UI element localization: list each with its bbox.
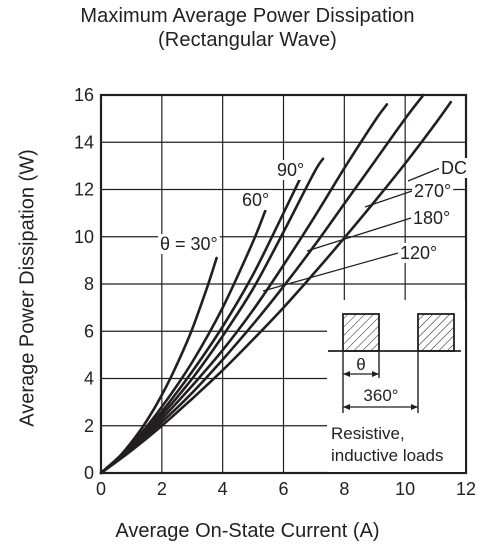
y-tick-label: 16 xyxy=(74,85,94,105)
series-label-leader-5 xyxy=(364,190,413,208)
series-label-4: 180° xyxy=(413,208,450,228)
series-label-leader-6 xyxy=(407,167,441,182)
tick-labels: 0 2 4 6 8 10 12 0 2 4 6 8 10 12 14 16 xyxy=(74,85,476,499)
waveform-inset: θ 360° Resistive, inductive loads xyxy=(327,300,465,472)
series-label-3: 120° xyxy=(400,243,437,263)
x-tick-label: 6 xyxy=(278,479,288,499)
x-tick-label: 8 xyxy=(339,479,349,499)
x-tick-label: 12 xyxy=(456,479,476,499)
plot-frame xyxy=(99,93,468,475)
plot-border xyxy=(99,93,468,475)
load-note-line-2: inductive loads xyxy=(331,446,443,465)
pulse-2 xyxy=(417,313,455,352)
x-tick-label: 2 xyxy=(157,479,167,499)
x-tick-label: 4 xyxy=(218,479,228,499)
chart-title: Maximum Average Power Dissipation xyxy=(80,5,415,27)
series-lines xyxy=(99,93,453,475)
series-label-leader-3 xyxy=(262,252,399,292)
series-line-3 xyxy=(99,157,325,475)
series-label-1: 60° xyxy=(242,190,269,210)
series-label-bg-6 xyxy=(439,158,469,178)
series-label-2: 90° xyxy=(277,160,304,180)
x-tick-label: 10 xyxy=(395,479,415,499)
series-label-leader-4 xyxy=(306,217,412,252)
series-label-bg-4 xyxy=(411,208,453,228)
series-label-bg-5 xyxy=(412,181,454,201)
load-note-line-1: Resistive, xyxy=(331,424,405,443)
period-label-bg xyxy=(355,386,407,404)
series-label-5: 270° xyxy=(414,181,451,201)
y-tick-label: 4 xyxy=(84,369,94,389)
series-label-0: θ = 30° xyxy=(160,234,218,254)
x-axis-label: Average On-State Current (A) xyxy=(115,520,380,542)
theta-label: θ xyxy=(356,355,365,374)
series-label-bg-3 xyxy=(398,243,440,263)
y-tick-label: 8 xyxy=(84,274,94,294)
y-tick-label: 0 xyxy=(84,463,94,483)
series-label-6: DC xyxy=(441,158,467,178)
series-label-bg-2 xyxy=(275,160,307,180)
y-tick-label: 12 xyxy=(74,180,94,200)
series-labels: θ = 30° 60° 90° 120° 180° 270° DC xyxy=(158,158,469,292)
series-line-2 xyxy=(99,174,304,475)
pulse-1 xyxy=(342,313,380,352)
series-label-bg-0 xyxy=(158,234,220,254)
y-tick-label: 6 xyxy=(84,321,94,341)
series-line-6 xyxy=(99,100,453,475)
y-tick-label: 2 xyxy=(84,416,94,436)
period-label: 360° xyxy=(363,386,398,405)
series-label-bg-1 xyxy=(240,190,272,210)
y-tick-label: 14 xyxy=(74,132,94,152)
series-line-0 xyxy=(99,256,218,475)
chart-title-block: Maximum Average Power Dissipation (Recta… xyxy=(0,4,495,52)
y-tick-label: 10 xyxy=(74,227,94,247)
series-line-4 xyxy=(99,103,389,475)
x-tick-label: 0 xyxy=(96,479,106,499)
series-line-5 xyxy=(99,93,425,475)
chart-subtitle: (Rectangular Wave) xyxy=(158,29,337,51)
theta-label-bg xyxy=(351,357,371,372)
